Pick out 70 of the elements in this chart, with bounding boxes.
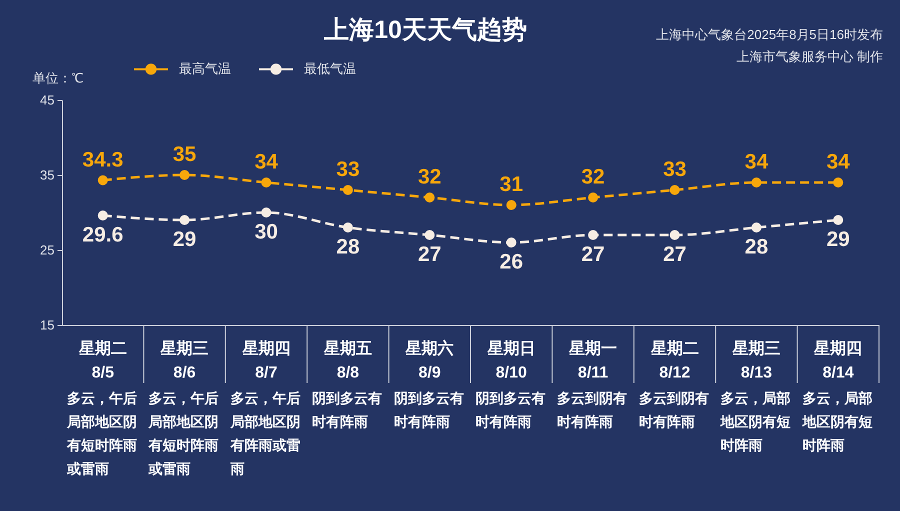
x-tick-label: 星期四 8/7 (241, 340, 290, 382)
y-tick-label: 15 (40, 318, 54, 332)
point (670, 230, 680, 240)
text: 多云，午后局部地区阴有短时阵雨或雷雨 (66, 390, 137, 476)
y-tick-label: 25 (40, 242, 54, 258)
point (342, 222, 353, 232)
point (424, 192, 435, 202)
text: 多云到阴有时有阵雨 (557, 390, 628, 430)
x-tick-label: 星期二 8/5 (78, 340, 127, 382)
data-label: 27 (663, 243, 686, 266)
x-tick-label: 星期四 8/14 (813, 340, 862, 382)
point (833, 178, 844, 188)
point (588, 192, 598, 202)
point (751, 178, 762, 188)
x-tick-label: 星期六 8/9 (404, 340, 454, 382)
legend-label: 最高气温 (179, 61, 231, 76)
data-label: 33 (663, 158, 686, 181)
point (670, 185, 680, 195)
text: 上海中心气象台2025年8月5日16时发布 (656, 27, 883, 42)
data-label: 35 (172, 143, 197, 166)
text: 上海市气象服务中心 制作 (736, 49, 883, 64)
point (588, 230, 598, 240)
point (506, 200, 516, 210)
text: 多云到阴有时有阵雨 (638, 390, 709, 430)
x-tick-label: 星期三 8/13 (731, 340, 780, 382)
point (98, 175, 108, 186)
point (506, 238, 516, 248)
data-label: 32 (581, 166, 605, 188)
x-tick-label: 星期五 8/8 (322, 340, 372, 382)
point (342, 185, 353, 195)
text: 阴到多云有时有阵雨 (312, 390, 382, 430)
point (261, 208, 272, 218)
data-label: 28 (744, 236, 768, 258)
point (261, 178, 272, 188)
y-tick-label: 35 (40, 168, 54, 182)
data-label: 33 (336, 158, 360, 181)
data-label: 34 (254, 150, 278, 174)
data-label: 32 (418, 166, 442, 188)
text: 多云，局部地区阴有短时阵雨 (801, 390, 872, 453)
data-label: 30 (254, 220, 278, 244)
point (98, 210, 108, 220)
data-label: 31 (500, 173, 524, 196)
data-label: 34.3 (82, 148, 124, 172)
chart-title: 上海10天天气趋势 (323, 16, 527, 44)
point (833, 215, 844, 225)
data-label: 34 (826, 150, 850, 174)
text: 多云，午后局部地区阴有短时阵雨或雷雨 (148, 390, 219, 476)
data-label: 29 (172, 228, 196, 251)
y-axis-title: 单位：℃ (32, 70, 84, 86)
text: 阴到多云有时有阵雨 (394, 390, 464, 430)
data-label: 27 (418, 243, 442, 266)
data-label: 29 (826, 228, 850, 251)
point (180, 170, 190, 180)
point (180, 215, 190, 225)
data-label: 27 (581, 243, 605, 266)
data-label: 26 (500, 250, 524, 274)
data-label: 28 (336, 236, 360, 258)
x-tick-label: 星期一 8/11 (568, 340, 618, 382)
legend-label: 最低气温 (304, 61, 356, 76)
text: 阴到多云有时有阵雨 (476, 390, 546, 430)
text: 多云，午后局部地区阴有阵雨或雷雨 (229, 390, 300, 476)
text: 多云，局部地区阴有短时阵雨 (720, 390, 791, 453)
data-label: 34 (744, 150, 768, 174)
x-tick-label: 星期三 8/6 (160, 340, 209, 382)
point (424, 230, 435, 240)
y-tick-label: 45 (40, 92, 54, 108)
x-tick-label: 星期日 8/10 (486, 340, 536, 382)
data-label: 29.6 (82, 224, 124, 246)
x-tick-label: 星期二 8/12 (650, 340, 699, 382)
point (751, 222, 762, 232)
